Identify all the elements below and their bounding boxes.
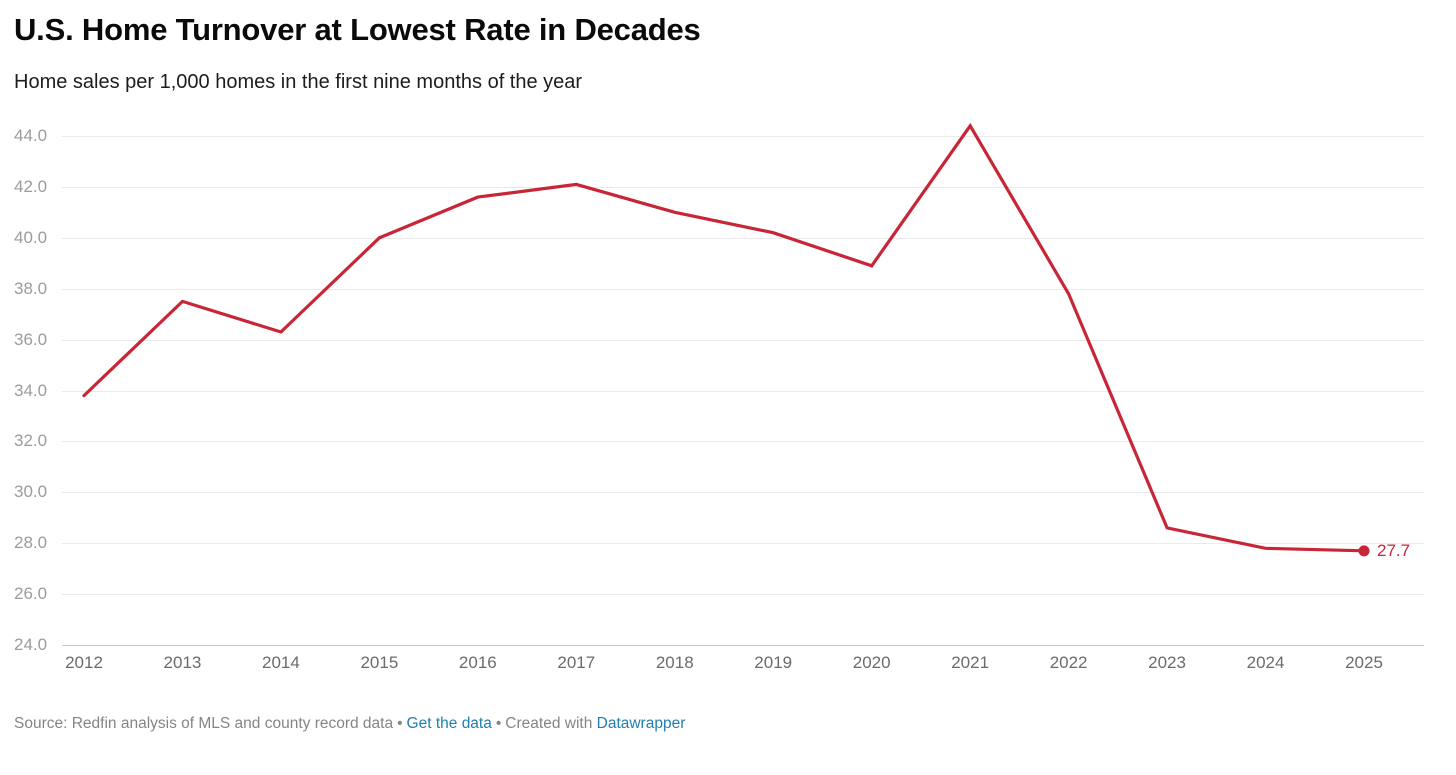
y-axis-tick-label: 28.0	[14, 533, 48, 552]
source-text: Source: Redfin analysis of MLS and count…	[14, 715, 394, 732]
x-axis-tick-label: 2020	[852, 653, 891, 672]
y-axis-tick-label: 36.0	[14, 330, 48, 349]
y-axis-tick-label: 44.0	[14, 126, 48, 145]
chart-title: U.S. Home Turnover at Lowest Rate in Dec…	[14, 12, 701, 47]
x-axis-tick-label: 2015	[360, 653, 399, 672]
x-axis-tick-label: 2023	[1148, 653, 1186, 672]
x-axis-tick-label: 2018	[655, 653, 694, 672]
x-axis-tick-label: 2021	[951, 653, 990, 672]
y-axis-tick-label: 24.0	[14, 635, 48, 654]
separator-dot: •	[495, 715, 502, 732]
gridline	[62, 492, 1424, 493]
created-with-text: Created with	[505, 715, 593, 732]
x-axis-tick-label: 2017	[557, 653, 596, 672]
x-axis-tick-label: 2014	[262, 653, 300, 672]
chart-subtitle: Home sales per 1,000 homes in the first …	[14, 71, 583, 93]
gridline	[62, 391, 1424, 392]
y-axis-tick-label: 40.0	[14, 228, 48, 247]
end-value-label: 27.7	[1377, 540, 1411, 560]
gridline	[62, 441, 1424, 442]
source-line: Source: Redfin analysis of MLS and count…	[14, 715, 685, 733]
gridline	[62, 187, 1424, 188]
y-axis-tick-label: 42.0	[14, 177, 48, 196]
get-the-data-link[interactable]: Get the data	[406, 715, 492, 732]
y-axis-tick-label: 30.0	[14, 482, 48, 501]
gridline	[62, 543, 1424, 544]
x-axis-tick-label: 2013	[163, 653, 202, 672]
x-axis-tick-label: 2022	[1049, 653, 1088, 672]
y-axis-tick-label: 26.0	[14, 584, 48, 603]
x-axis-tick-label: 2025	[1345, 653, 1383, 672]
datawrapper-link[interactable]: Datawrapper	[596, 715, 686, 732]
x-axis-tick-label: 2019	[754, 653, 793, 672]
gridline	[62, 340, 1424, 341]
end-point-marker	[1358, 545, 1370, 557]
separator-dot: •	[397, 715, 403, 732]
gridline	[62, 289, 1424, 290]
gridline	[62, 645, 1424, 646]
gridline	[62, 238, 1424, 239]
x-axis-tick-label: 2012	[65, 653, 103, 672]
x-axis-tick-label: 2024	[1246, 653, 1285, 672]
y-axis-tick-label: 34.0	[14, 381, 48, 400]
gridline	[62, 136, 1424, 137]
series-line	[82, 122, 1366, 553]
y-axis-tick-label: 32.0	[14, 431, 48, 450]
y-axis-tick-label: 38.0	[14, 279, 48, 298]
gridline	[62, 594, 1424, 595]
x-axis-tick-label: 2016	[458, 653, 497, 672]
